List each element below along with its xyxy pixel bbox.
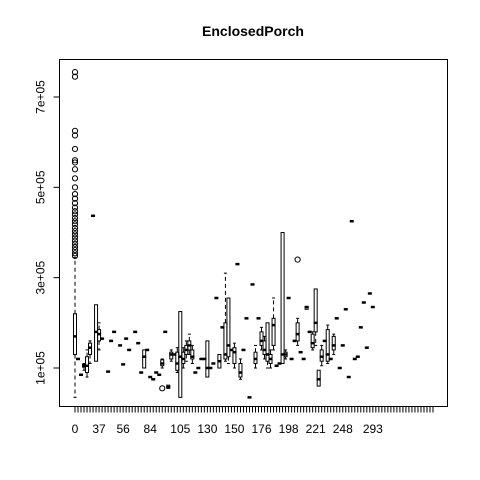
box-group <box>97 322 102 351</box>
outlier-point <box>71 240 79 247</box>
x-axis: 0 37 56 84 105 130 150 176 198 221 248 293 <box>72 406 434 436</box>
box-group <box>205 340 210 378</box>
outlier-point <box>71 132 79 139</box>
x-tick-label: 293 <box>363 422 383 436</box>
box-rect <box>325 329 330 362</box>
box-group <box>271 297 276 351</box>
box-group <box>325 324 330 364</box>
outlier-point <box>71 175 79 182</box>
y-tick-label: 5e+05 <box>34 170 48 204</box>
outlier-point <box>294 256 301 263</box>
outlier-point <box>71 243 79 251</box>
outlier-point <box>71 211 79 218</box>
box-group <box>190 344 195 364</box>
box-rect <box>226 297 231 358</box>
outlier-point <box>71 157 79 164</box>
outlier-point <box>71 250 79 257</box>
box-rect <box>232 347 237 364</box>
box-group <box>280 232 285 364</box>
x-tick-label: 84 <box>144 422 158 436</box>
box-rect <box>271 317 276 346</box>
box-group <box>85 349 90 378</box>
box-group <box>319 344 324 367</box>
x-tick-label: 0 <box>72 422 79 436</box>
box-group <box>142 349 147 369</box>
outlier-point <box>71 195 79 202</box>
box-group <box>268 349 273 369</box>
y-tick-label: 7e+05 <box>34 80 48 114</box>
outlier-point <box>71 159 79 166</box>
x-tick-label: 176 <box>252 422 272 436</box>
outlier-point <box>71 237 79 244</box>
outlier-point <box>71 184 79 191</box>
box-rect <box>310 333 315 349</box>
outlier-point <box>71 234 79 241</box>
box-group <box>313 288 318 346</box>
box-group <box>294 256 301 346</box>
box-group <box>232 342 237 369</box>
x-tick-label: 221 <box>306 422 326 436</box>
box-rect <box>265 322 270 362</box>
box-rect <box>205 340 210 378</box>
box-rect <box>331 335 336 351</box>
box-group <box>253 344 258 369</box>
outlier-point <box>71 247 79 254</box>
chart-title: EnclosedPorch <box>202 23 304 39</box>
box-rect <box>280 232 285 364</box>
outlier-point <box>71 69 79 76</box>
y-axis: 1e+05 3e+05 5e+05 7e+05 <box>34 80 60 385</box>
outlier-point <box>71 221 79 228</box>
box-group <box>159 358 166 392</box>
boxes-layer <box>71 69 375 399</box>
box-group <box>187 333 192 355</box>
box-group <box>71 69 79 398</box>
x-tick-label: 105 <box>170 422 190 436</box>
box-group <box>283 349 288 360</box>
outlier-point <box>71 191 79 198</box>
box-group <box>166 384 171 389</box>
box-group <box>316 369 321 387</box>
outlier-point <box>71 145 79 153</box>
box-group <box>88 340 93 364</box>
x-tick-label: 37 <box>92 422 106 436</box>
box-rect <box>73 313 77 355</box>
plot-frame <box>59 59 448 407</box>
outlier-point <box>71 214 79 222</box>
x-tick-label: 198 <box>279 422 299 436</box>
outlier-point <box>71 73 79 80</box>
outlier-point <box>71 127 79 134</box>
box-rect <box>238 362 243 378</box>
box-group <box>238 358 243 380</box>
box-rect <box>190 349 195 360</box>
outlier-point <box>71 252 79 260</box>
box-rect <box>259 331 264 346</box>
outlier-point <box>71 224 79 232</box>
x-tick-label: 130 <box>197 422 217 436</box>
box-group <box>181 347 186 369</box>
x-tick-label: 56 <box>116 422 130 436</box>
outlier-point <box>71 228 79 235</box>
box-rect <box>142 349 147 369</box>
outlier-point <box>71 231 79 238</box>
outlier-point <box>71 166 79 173</box>
y-tick-label: 3e+05 <box>34 260 48 294</box>
box-group <box>331 333 336 355</box>
outlier-point <box>71 204 79 211</box>
box-group <box>310 331 315 351</box>
outlier-point <box>159 385 166 392</box>
y-tick-label: 1e+05 <box>34 351 48 385</box>
box-rect <box>313 288 318 333</box>
box-group <box>259 326 264 351</box>
box-rect <box>295 322 300 342</box>
outlier-point <box>71 218 79 225</box>
x-tick-label: 248 <box>333 422 353 436</box>
box-group <box>304 305 309 310</box>
x-tick-label: 150 <box>224 422 244 436</box>
box-group <box>226 297 231 364</box>
outlier-point <box>71 200 79 207</box>
outlier-point <box>71 208 79 215</box>
box-group <box>217 353 222 369</box>
